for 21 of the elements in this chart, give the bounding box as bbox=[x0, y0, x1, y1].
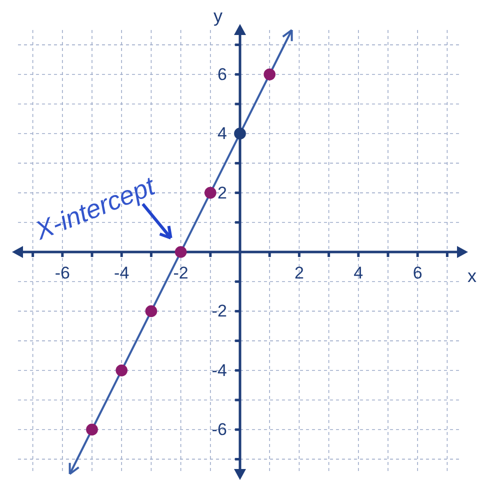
x-tick-label: 2 bbox=[294, 264, 304, 283]
point bbox=[234, 128, 246, 140]
x-tick-label: -2 bbox=[173, 264, 188, 283]
x-tick-label: -4 bbox=[114, 264, 130, 283]
y-tick-label: -4 bbox=[212, 360, 227, 380]
y-tick-label: 4 bbox=[217, 124, 227, 144]
y-tick-label: -6 bbox=[212, 420, 227, 440]
y-tick-label: -2 bbox=[212, 302, 227, 321]
y-axis-title: y bbox=[214, 6, 222, 26]
point bbox=[145, 305, 158, 318]
x-tick-label: 4 bbox=[354, 264, 364, 283]
y-tick-label: 2 bbox=[217, 183, 227, 202]
point bbox=[116, 364, 128, 376]
point bbox=[174, 246, 187, 258]
x-tick-label: -6 bbox=[54, 264, 70, 283]
x-tick-label: 6 bbox=[412, 264, 422, 283]
point bbox=[264, 68, 276, 80]
point bbox=[86, 424, 98, 436]
y-tick-label: 6 bbox=[217, 64, 227, 84]
x-axis-title: x bbox=[468, 266, 476, 286]
point bbox=[204, 186, 216, 199]
